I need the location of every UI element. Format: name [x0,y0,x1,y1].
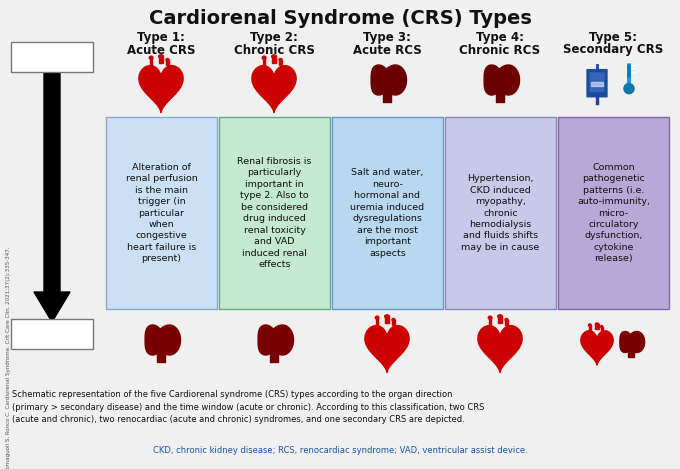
Polygon shape [268,325,294,355]
Polygon shape [384,86,390,102]
Polygon shape [258,325,277,355]
Polygon shape [267,346,280,350]
Polygon shape [252,66,296,113]
Polygon shape [496,86,504,102]
Polygon shape [620,332,633,353]
Polygon shape [591,82,603,86]
Ellipse shape [158,55,163,58]
Polygon shape [150,58,152,66]
Polygon shape [498,317,502,323]
Text: Type 1:: Type 1: [137,31,185,45]
Polygon shape [145,325,163,355]
Ellipse shape [498,315,503,318]
FancyBboxPatch shape [332,117,443,309]
FancyBboxPatch shape [11,319,93,349]
FancyBboxPatch shape [558,117,669,309]
Ellipse shape [150,56,153,59]
Text: Schematic representation of the five Cardiorenal syndrome (CRS) types according : Schematic representation of the five Car… [12,390,484,424]
Ellipse shape [505,318,508,321]
Text: Hypertension,
CKD induced
myopathy,
chronic
hemodialysis
and fluids shifts
may b: Hypertension, CKD induced myopathy, chro… [461,174,540,252]
FancyBboxPatch shape [106,117,217,309]
Ellipse shape [385,315,390,318]
Polygon shape [385,317,389,323]
Polygon shape [381,86,394,90]
Polygon shape [376,318,378,325]
FancyArrow shape [34,71,70,322]
Polygon shape [392,320,395,325]
Polygon shape [155,325,180,355]
Ellipse shape [166,59,169,61]
Text: Secondary
disease: Secondary disease [21,323,83,345]
Text: Type 2:: Type 2: [250,31,298,45]
Ellipse shape [595,323,598,325]
Polygon shape [139,66,183,113]
Polygon shape [154,346,167,350]
FancyBboxPatch shape [11,42,93,72]
Polygon shape [494,65,520,95]
Polygon shape [166,60,169,66]
Ellipse shape [392,318,395,321]
FancyBboxPatch shape [590,72,605,92]
Polygon shape [159,56,163,63]
Polygon shape [626,346,636,349]
Ellipse shape [375,316,379,319]
Polygon shape [157,346,165,362]
Polygon shape [263,58,265,66]
Polygon shape [371,65,390,95]
Ellipse shape [272,55,276,58]
Text: Secondary CRS: Secondary CRS [563,44,663,56]
Text: Cardiorenal Syndrome (CRS) Types: Cardiorenal Syndrome (CRS) Types [148,8,532,28]
Polygon shape [628,346,634,357]
Text: Primary
disease: Primary disease [29,46,75,68]
Polygon shape [596,324,598,329]
Polygon shape [600,326,603,331]
Text: Type 3:: Type 3: [363,31,411,45]
Text: Common
pathogenetic
patterns (i.e.
auto-immunity,
micro-
circulatory
dysfunction: Common pathogenetic patterns (i.e. auto-… [577,163,650,263]
Text: Alteration of
renal perfusion
is the main
trigger (in
particular
when
congestive: Alteration of renal perfusion is the mai… [126,163,197,263]
Polygon shape [365,325,409,373]
Ellipse shape [488,316,492,319]
Ellipse shape [600,325,603,327]
Text: Chronic RCS: Chronic RCS [460,44,541,56]
Text: CKD, chronic kidney disease; RCS, renocardiac syndrome; VAD, ventricular assist : CKD, chronic kidney disease; RCS, renoca… [152,446,528,455]
Text: Renal fibrosis is
particularly
important in
type 2. Also to
be considered
drug i: Renal fibrosis is particularly important… [237,157,311,269]
FancyBboxPatch shape [628,65,630,77]
Text: Type 4:: Type 4: [476,31,524,45]
Polygon shape [589,325,590,331]
FancyBboxPatch shape [627,63,631,83]
Text: Acute CRS: Acute CRS [126,44,195,56]
Polygon shape [478,325,522,373]
FancyBboxPatch shape [219,117,330,309]
Polygon shape [581,331,613,365]
Polygon shape [494,86,507,90]
Text: Chronic CRS: Chronic CRS [233,44,314,56]
FancyBboxPatch shape [587,70,607,97]
Text: Type 5:: Type 5: [589,31,637,45]
FancyBboxPatch shape [445,117,556,309]
Polygon shape [505,320,508,325]
Text: Salt and water,
neuro-
hormonal and
uremia induced
dysregulations
are the most
i: Salt and water, neuro- hormonal and urem… [350,168,424,257]
Polygon shape [271,346,277,362]
Polygon shape [627,332,645,353]
Polygon shape [381,65,407,95]
Polygon shape [272,56,276,63]
Circle shape [624,83,634,94]
Ellipse shape [588,324,591,326]
Ellipse shape [262,56,266,59]
Ellipse shape [279,59,282,61]
Text: Ricci Z, Romaguoli S, Ronco C. Cardiorenal Syndrome. Crit Care Clin. 2021;37(2):: Ricci Z, Romaguoli S, Ronco C. Cardioren… [6,246,11,469]
Polygon shape [279,60,282,66]
Polygon shape [489,318,491,325]
Polygon shape [484,65,503,95]
Text: Acute RCS: Acute RCS [353,44,422,56]
